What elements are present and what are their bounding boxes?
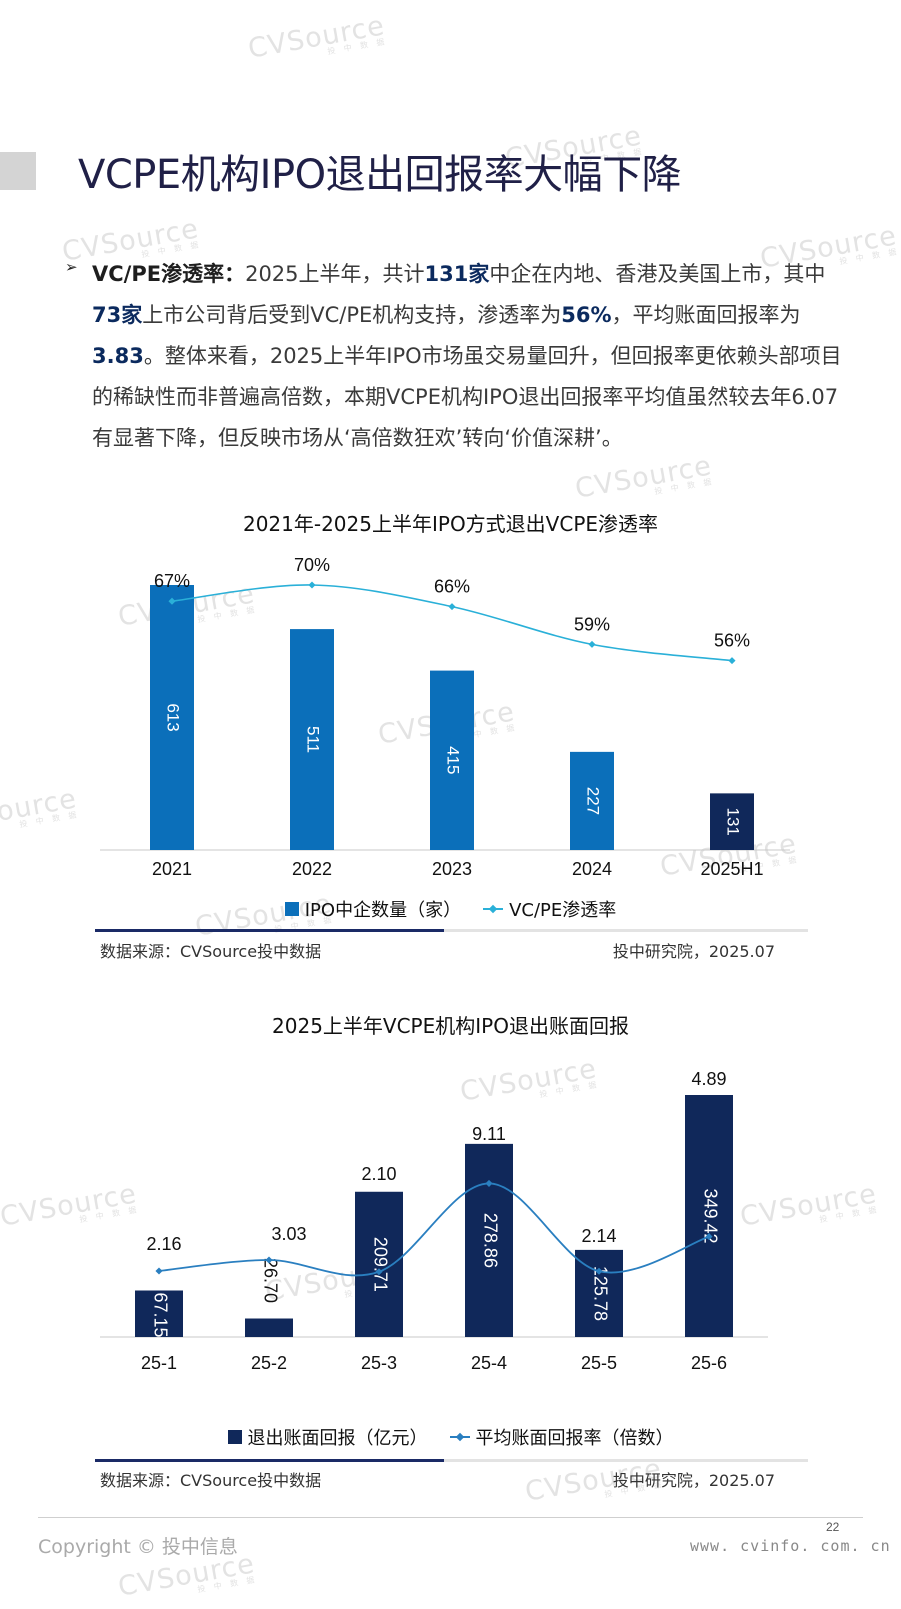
x-tick-label: 25-6: [691, 1353, 727, 1373]
chart-divider: [95, 1459, 808, 1462]
highlight-count: 131家: [424, 262, 490, 286]
chart-legend: IPO中企数量（家） VC/PE渗透率: [0, 896, 901, 922]
bullet-arrow-icon: ➢: [65, 259, 78, 276]
website-url: www. cvinfo. com. cn: [690, 1537, 891, 1555]
line-point: [155, 1267, 163, 1275]
bar-value-label: 67.15: [150, 1292, 170, 1337]
x-tick-label: 2021: [152, 859, 192, 879]
legend-line-swatch: [483, 908, 504, 910]
line-value-label: 56%: [714, 631, 750, 651]
bar: [290, 629, 334, 850]
x-tick-label: 25-4: [471, 1353, 507, 1373]
bar-value-label: 415: [444, 746, 463, 774]
line-point: [705, 1233, 713, 1241]
bar-value-label: 511: [304, 726, 323, 753]
publisher: 投中研究院，2025.07: [612, 942, 775, 961]
data-source: 数据来源：CVSource投中数据: [100, 1471, 322, 1490]
x-tick-label: 2022: [292, 859, 332, 879]
bar-value-label: 209.71: [370, 1237, 390, 1292]
x-tick-label: 2023: [432, 859, 472, 879]
bar: [245, 1318, 293, 1337]
bar-value-label: 227: [584, 787, 603, 815]
paragraph-text: 。整体来看，2025上半年IPO市场虽交易量回升，但回报率更依赖头部项目的稀缺性…: [92, 344, 842, 450]
page-number: 22: [826, 1520, 840, 1534]
bar: [570, 751, 614, 850]
chart-divider-fill: [95, 1459, 445, 1462]
highlight-penetration: 56%: [561, 303, 612, 327]
summary-paragraph: VC/PE渗透率：2025上半年，共计131家中企在内地、香港及美国上市，其中 7…: [92, 254, 852, 459]
bar: [135, 1290, 183, 1337]
legend-label: IPO中企数量（家）: [304, 900, 462, 921]
data-source: 数据来源：CVSource投中数据: [100, 942, 322, 961]
line-value-label: 9.11: [472, 1124, 506, 1144]
x-tick-label: 25-1: [141, 1353, 177, 1373]
line-point: [448, 603, 456, 611]
line-value-label: 4.89: [691, 1069, 726, 1089]
line-value-label: 66%: [434, 577, 470, 597]
chart-divider: [95, 929, 808, 932]
legend-label: 退出账面回报（亿元）: [247, 1428, 428, 1449]
line-point: [485, 1179, 493, 1187]
return-multiple-line: [158, 1182, 710, 1277]
bar: [710, 793, 754, 850]
paragraph-text: 中企在内地、香港及美国上市，其中: [489, 262, 826, 286]
line-value-label: 2.14: [581, 1226, 616, 1246]
chart-legend: 退出账面回报（亿元） 平均账面回报率（倍数）: [0, 1424, 901, 1450]
bar: [685, 1095, 733, 1337]
x-tick-label: 25-3: [361, 1353, 397, 1373]
publisher: 投中研究院，2025.07: [612, 1471, 775, 1490]
chart-divider-fill: [95, 929, 445, 932]
legend-label: 平均账面回报率（倍数）: [475, 1428, 674, 1449]
page-title: VCPE机构IPO退出回报率大幅下降: [78, 152, 682, 198]
line-value-label: 2.16: [146, 1234, 181, 1254]
legend-bar-swatch: [284, 902, 299, 916]
legend-item-line: VC/PE渗透率: [483, 896, 616, 922]
paragraph-lead: VC/PE渗透率：: [92, 262, 246, 286]
x-tick-label: 2024: [572, 859, 612, 879]
paragraph-text: 上市公司背后受到VC/PE机构支持，渗透率为: [142, 303, 562, 327]
line-point: [308, 581, 316, 589]
penetration-chart: 613 2021 511 2022 415 2023 227 2024 131 2025H1 67%…: [100, 555, 790, 879]
legend-label: VC/PE渗透率: [509, 900, 617, 921]
line-point: [168, 597, 176, 605]
bar-value-label: 613: [164, 703, 183, 731]
footer-divider: [38, 1517, 863, 1518]
legend-bar-swatch: [227, 1430, 242, 1444]
legend-item-line: 平均账面回报率（倍数）: [449, 1424, 674, 1450]
copyright: Copyright © 投中信息: [38, 1536, 238, 1558]
line-point: [588, 640, 596, 648]
line-value-label: 70%: [294, 555, 330, 575]
x-tick-label: 25-5: [581, 1353, 617, 1373]
line-value-label: 67%: [154, 571, 190, 591]
highlight-return: 3.83: [92, 344, 144, 368]
line-value-label: 2.10: [361, 1164, 396, 1184]
bar-value-label: 349.42: [700, 1188, 720, 1243]
bar: [150, 585, 194, 850]
bar-value-label: 125.78: [590, 1266, 610, 1321]
bar-value-label: 26.70: [260, 1258, 280, 1303]
chart-title: 2021年-2025上半年IPO方式退出VCPE渗透率: [242, 512, 659, 536]
x-tick-label: 2025H1: [700, 859, 763, 879]
legend-line-swatch: [449, 1436, 470, 1438]
x-tick-label: 25-2: [251, 1353, 287, 1373]
title-marker: [0, 152, 36, 190]
bar: [355, 1191, 403, 1337]
line-value-label: 3.03: [271, 1224, 306, 1244]
bar-value-label: 131: [724, 807, 743, 835]
bar: [430, 670, 474, 850]
line-point: [728, 657, 736, 665]
paragraph-text: 2025上半年，共计: [245, 262, 425, 286]
paragraph-text: ，平均账面回报率为: [611, 303, 801, 327]
legend-item-bar: IPO中企数量（家）: [284, 896, 462, 922]
bar-value-label: 278.86: [480, 1213, 500, 1268]
bar: [465, 1143, 513, 1337]
book-return-chart: 67.15 25-1 26.70 25-2 209.71 25-3 278.86 25-4 12…: [100, 1069, 768, 1373]
legend-item-bar: 退出账面回报（亿元）: [227, 1424, 428, 1450]
highlight-backed-count: 73家: [92, 303, 143, 327]
chart-title: 2025上半年VCPE机构IPO退出账面回报: [272, 1014, 629, 1038]
line-value-label: 59%: [574, 614, 610, 634]
